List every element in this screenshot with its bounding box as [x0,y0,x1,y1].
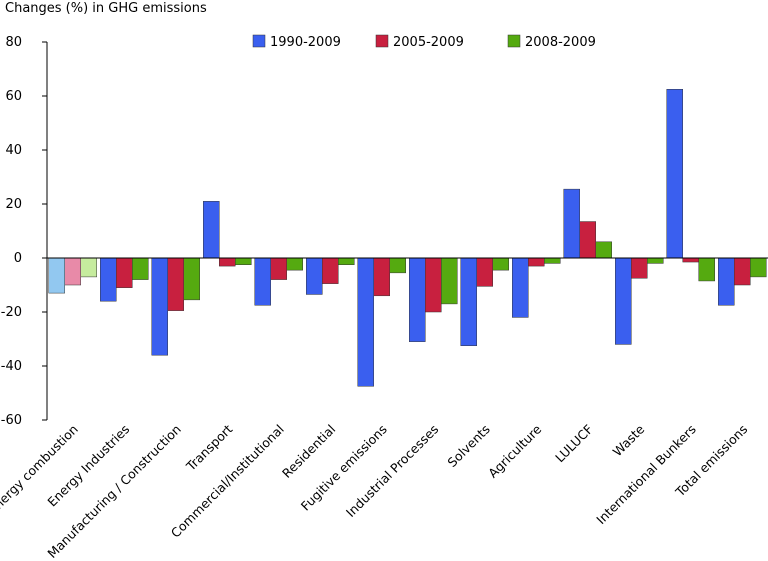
bar-1990-2009-4 [254,257,271,306]
legend-swatch [507,34,521,48]
bar-1990-2009-1 [100,257,117,302]
bar-2008-2009-4 [286,257,303,271]
bar-2005-2009-3 [219,257,236,267]
bar-2005-2009-1 [116,257,133,288]
bar-1990-2009-8 [460,257,477,346]
bar-2008-2009-10 [595,241,612,259]
bar-2008-2009-7 [441,257,458,305]
legend-label: 2005-2009 [393,35,464,50]
bar-1990-2009-9 [512,257,529,318]
category-label: International Bunkers [593,422,699,528]
bar-1990-2009-13 [718,257,735,306]
bar-2008-2009-0 [80,257,97,278]
bar-2005-2009-13 [734,257,751,286]
bar-2008-2009-3 [235,257,252,265]
bar-2005-2009-7 [425,257,442,313]
bar-2008-2009-2 [183,257,200,301]
category-label: Waste [610,421,648,459]
category-label: Fugitive emissions [298,422,390,514]
bar-1990-2009-0 [48,257,65,294]
bar-2005-2009-5 [322,257,339,284]
bar-2005-2009-12 [682,257,699,263]
category-label: Industrial Processes [343,422,441,520]
bar-2005-2009-2 [167,257,184,311]
chart-title: Changes (%) in GHG emissions [5,1,207,16]
bar-1990-2009-11 [615,257,632,345]
bar-2008-2009-12 [698,257,715,282]
bar-1990-2009-7 [409,257,426,342]
bar-2005-2009-10 [579,221,596,259]
bar-2008-2009-5 [338,257,355,265]
bar-2005-2009-4 [270,257,287,280]
legend-label: 1990-2009 [270,35,341,50]
bar-2008-2009-11 [647,257,664,264]
category-label: Solvents [444,422,492,470]
bar-1990-2009-10 [563,188,580,259]
category-label: Transport [183,421,236,474]
legend-swatch [375,34,389,48]
bar-1990-2009-12 [666,89,683,259]
bar-1990-2009-6 [357,257,374,387]
bar-2008-2009-13 [750,257,767,278]
y-tick-label: 60 [5,89,22,104]
bar-2005-2009-8 [476,257,493,287]
bars [48,89,767,387]
bar-2008-2009-9 [544,257,561,264]
y-tick-label: 80 [5,35,22,50]
bar-2005-2009-11 [631,257,648,279]
bar-2008-2009-8 [492,257,509,271]
bar-1990-2009-3 [203,201,220,259]
y-tick-label: -40 [1,359,22,374]
legend-label: 2008-2009 [525,35,596,50]
y-tick-label: -20 [1,305,22,320]
y-tick-label: 0 [14,251,22,266]
bar-2008-2009-1 [132,257,149,280]
bar-1990-2009-5 [306,257,323,295]
category-label: Agriculture [485,421,544,480]
bar-2008-2009-6 [389,257,406,274]
bar-2005-2009-0 [64,257,81,286]
legend-swatch [252,34,266,48]
y-tick-label: -60 [1,413,22,428]
y-axis: -60 -40 -20 0 20 40 60 80 [1,35,48,428]
y-tick-label: 20 [5,197,22,212]
category-label: LULUCF [552,422,596,466]
bar-1990-2009-2 [151,257,168,356]
category-label: Energy combustion [0,422,81,518]
y-tick-label: 40 [5,143,22,158]
bar-2005-2009-9 [528,257,545,267]
legend: 1990-2009 2005-2009 2008-2009 [252,34,596,50]
bar-2005-2009-6 [373,257,390,297]
